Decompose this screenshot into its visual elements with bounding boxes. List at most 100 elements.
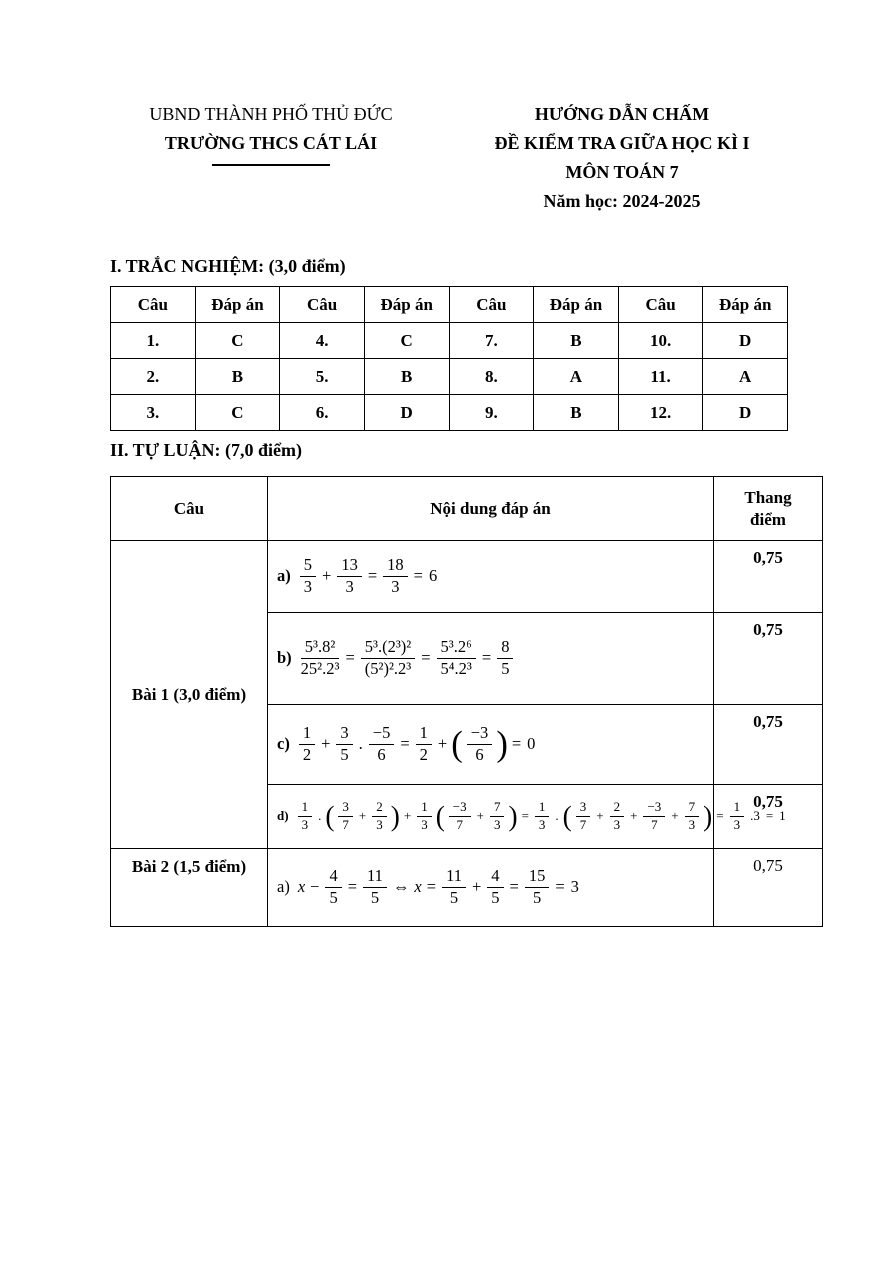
formula: b) 5³.8² 25².2³ = 5³.(2³)² (5²)².2³ = 5³.2⁶ 5⁴.2… (277, 637, 709, 679)
math-text: ⇔ (392, 877, 410, 897)
mc-header-cell: Câu (617, 286, 704, 323)
math-text: = (400, 734, 410, 754)
open-paren: ( (562, 800, 572, 832)
score-value: 0,75 (753, 548, 783, 567)
mc-answer-cell: B (533, 394, 619, 431)
math-text: + (321, 734, 331, 754)
mc-header-cell: Đáp án (194, 286, 281, 323)
mc-question-cell: 9. (448, 394, 535, 431)
math-text: + (630, 808, 638, 824)
formula: c) 1 2 +3 5. −5 6 = 1 2 +(−3 6) = 0 (277, 723, 709, 765)
answer-content-cell: b) 5³.8² 25².2³ = 5³.(2³)² (5²)².2³ = 5³.2⁶ 5⁴.2… (267, 612, 714, 705)
essay-col-score: Thang điểm (713, 476, 823, 541)
answer-item-label: a) (277, 566, 291, 586)
document-header: UBND THÀNH PHỐ THỦ ĐỨC TRƯỜNG THCS CÁT L… (110, 100, 822, 216)
math-text: . (318, 808, 322, 824)
mc-header-cell: Đáp án (363, 286, 450, 323)
mc-answer-cell: D (702, 322, 788, 359)
math-text: + (437, 734, 448, 754)
header-divider-line (212, 164, 330, 166)
math-text: + (596, 808, 604, 824)
close-paren: ) (496, 724, 508, 765)
score-value: 0,75 (753, 712, 783, 731)
essay-row: Bài 2 (1,5 điểm) a) x −4 5 = 11 5 ⇔ x = 11 5 +4 5 = 15 5 =… (110, 848, 823, 927)
fraction: −5 6 (368, 723, 395, 765)
math-text: + (471, 877, 482, 897)
formula: d) 1 3.(3 7 +2 3) +1 3(−3 7 +7 3) = 1 3.(3 7 +2 3 + −3 7 +7 3… (277, 799, 786, 833)
math-text: 3 (570, 877, 579, 897)
close-paren: ) (703, 800, 713, 832)
mc-answer-cell: A (702, 358, 788, 395)
mc-answer-cell: B (363, 358, 450, 395)
score-value: 0,75 (753, 856, 783, 875)
mc-question-cell: 5. (279, 358, 365, 395)
math-text: = (481, 648, 492, 668)
school-name: TRƯỜNG THCS CÁT LÁI (164, 133, 378, 153)
open-paren: ( (325, 800, 335, 832)
section-1-heading: I. TRẮC NGHIỆM: (3,0 điểm) (110, 256, 346, 276)
math-text: = (347, 877, 358, 897)
subject-title: MÔN TOÁN 7 (565, 162, 679, 182)
math-text: = (413, 566, 423, 586)
math-text: = (555, 877, 565, 897)
mc-question-cell: 6. (279, 394, 365, 431)
math-variable: x (297, 877, 306, 897)
mc-question-cell: 10. (617, 322, 704, 359)
mc-answer-cell: B (533, 322, 619, 359)
math-text: = (765, 808, 774, 824)
answer-item-label: a) (277, 877, 290, 897)
mc-header-cell: Đáp án (702, 286, 788, 323)
essay-row: d) 1 3.(3 7 +2 3) +1 3(−3 7 +7 3) = 1 3.(3 7 +2 3 + −3 7 +7 3… (111, 784, 823, 849)
math-text: + (358, 808, 367, 824)
score-cell: 0,75 (713, 540, 823, 613)
math-text: 0 (527, 734, 536, 754)
close-paren: ) (508, 800, 518, 832)
authority-name: UBND THÀNH PHỐ THỦ ĐỨC (149, 104, 393, 124)
math-text: = (509, 877, 519, 897)
document-title: HƯỚNG DẪN CHẤM (534, 104, 710, 124)
math-text: = (511, 734, 522, 754)
math-text: = (716, 808, 724, 824)
mc-question-cell: 11. (617, 358, 704, 395)
essay-col-question: Câu (110, 476, 268, 541)
score-cell: 0,75 (713, 612, 823, 705)
score-value: 0,75 (753, 792, 783, 811)
fraction: 5³.2⁶ 5⁴.2³ (436, 637, 476, 679)
essay-row: b) 5³.8² 25².2³ = 5³.(2³)² (5²)².2³ = 5³.2⁶ 5⁴.2… (111, 612, 823, 705)
answer-item-label: b) (277, 648, 292, 668)
fraction: −3 7 (643, 799, 666, 833)
mc-answer-cell: B (194, 358, 281, 395)
mc-answer-cell: D (363, 394, 450, 431)
math-text: .3 (750, 808, 760, 824)
mc-answer-row: 1. C 4. C 7. B 10. D (110, 322, 788, 359)
fraction: −3 7 (448, 799, 471, 833)
score-cell: 0,75 (713, 704, 823, 785)
mc-answer-row: 2. B 5. B 8. A 11. A (110, 358, 788, 395)
formula: a) x −4 5 = 11 5 ⇔ x = 11 5 +4 5 = 15 5 = 3 (277, 866, 709, 908)
mc-question-cell: 12. (617, 394, 704, 431)
answer-content-cell: c) 1 2 +3 5. −5 6 = 1 2 +(−3 6) = 0 (267, 704, 714, 785)
school-year: Năm học: 2024-2025 (543, 191, 701, 211)
mc-question-cell: 2. (110, 358, 196, 395)
section-2-heading: II. TỰ LUẬN: (7,0 điểm) (110, 440, 302, 460)
fraction: 13 3 (337, 555, 362, 597)
multiple-choice-table: Câu Đáp án Câu Đáp án Câu Đáp án Câu Đáp án 1. C… (110, 286, 788, 431)
fraction: 5³.(2³)² (5²)².2³ (360, 637, 416, 679)
math-text: . (358, 734, 363, 754)
mc-question-cell: 8. (448, 358, 535, 395)
issuing-authority-block: UBND THÀNH PHỐ THỦ ĐỨC TRƯỜNG THCS CÁT L… (110, 100, 432, 166)
essay-row: Bài 1 (3,0 điểm) a) 5 3 +13 3 = 18 3 = 6 0,75 (110, 540, 823, 849)
question-cell: Bài 2 (1,5 điểm) (110, 848, 268, 927)
